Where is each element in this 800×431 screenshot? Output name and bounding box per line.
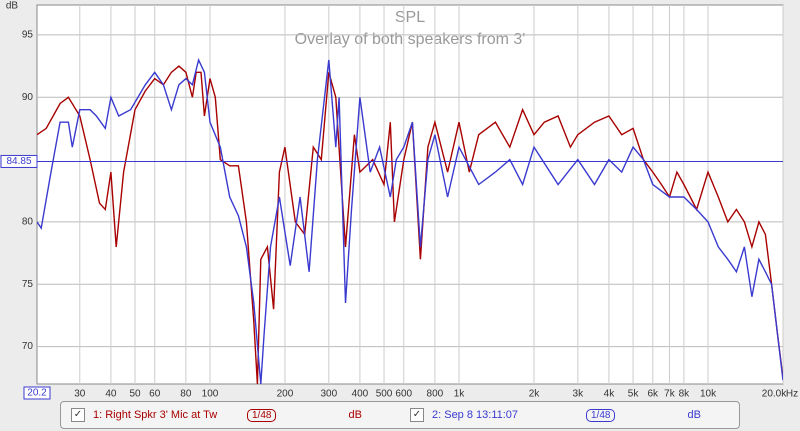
x-tick-label: 30 xyxy=(74,389,86,400)
x-tick-label: 100 xyxy=(202,389,219,400)
x-tick-label: 8k xyxy=(679,389,691,400)
grid: 70 75 80 90 95 30 40 50 60 80 100 200 300 400 500 600 80… xyxy=(22,5,787,400)
legend-name: 1: Right Spkr 3' Mic at Tw xyxy=(93,409,218,421)
x-tick-label: 60 xyxy=(149,389,161,400)
y-tick-label: 70 xyxy=(22,341,34,352)
y-tick-label: 80 xyxy=(22,217,34,228)
smoothing-button[interactable]: 1/48 xyxy=(247,408,277,422)
y-tick-label: 75 xyxy=(22,279,34,290)
x-tick-label: 6k xyxy=(648,389,660,400)
lines xyxy=(37,57,783,384)
chart: dB SPL Overlay of both speakers from 3' … xyxy=(0,1,798,400)
x-tick-label: 300 xyxy=(320,389,337,400)
x-tick-label: 5k xyxy=(628,389,640,400)
x-tick-label: 500 xyxy=(376,389,393,400)
cursor-box xyxy=(0,154,38,168)
x-tick-label: 40 xyxy=(105,389,117,400)
x-tick-label: 1k xyxy=(454,389,466,400)
y-tick-label: 90 xyxy=(22,92,34,103)
overlay: 84.85 20.2 xyxy=(0,154,783,400)
x-start-label: 20.2 xyxy=(27,388,47,399)
y-axis-label: dB xyxy=(6,1,19,12)
legend-unit: dB xyxy=(348,409,362,421)
series-line xyxy=(37,57,783,384)
x-tick-label: 600 xyxy=(395,389,412,400)
x-tick-label: 400 xyxy=(352,389,369,400)
legend: ✓ 1: Right Spkr 3' Mic at Tw 1/48 dB ✓ 2: Sep… xyxy=(60,401,740,429)
chart-subtitle: Overlay of both speakers from 3' xyxy=(295,31,526,48)
x-tick-label: 20.0k xyxy=(762,389,787,400)
legend-checkbox[interactable]: ✓ xyxy=(71,408,85,422)
x-tick-label: 80 xyxy=(180,389,192,400)
cursor-label: 84.85 xyxy=(6,156,31,167)
x-tick-label: 10k xyxy=(700,389,717,400)
x-start-box xyxy=(23,386,51,400)
legend-item: ✓ 2: Sep 8 13:11:07 1/48 dB xyxy=(400,408,739,422)
x-axis-unit: Hz xyxy=(786,389,798,400)
legend-item: ✓ 1: Right Spkr 3' Mic at Tw 1/48 dB xyxy=(61,408,400,422)
x-tick-label: 2k xyxy=(529,389,541,400)
legend-unit: dB xyxy=(687,409,701,421)
x-tick-label: 4k xyxy=(604,389,616,400)
x-tick-label: 200 xyxy=(277,389,294,400)
series-line xyxy=(37,65,783,384)
x-tick-label: 800 xyxy=(427,389,444,400)
x-tick-label: 7k xyxy=(664,389,676,400)
x-tick-label: 3k xyxy=(573,389,585,400)
x-tick-label: 50 xyxy=(129,389,141,400)
legend-name: 2: Sep 8 13:11:07 xyxy=(432,409,519,421)
smoothing-button[interactable]: 1/48 xyxy=(586,408,616,422)
legend-checkbox[interactable]: ✓ xyxy=(410,408,424,422)
plot-area xyxy=(36,4,784,385)
chart-title: SPL xyxy=(395,9,425,26)
y-tick-label: 95 xyxy=(22,30,34,41)
